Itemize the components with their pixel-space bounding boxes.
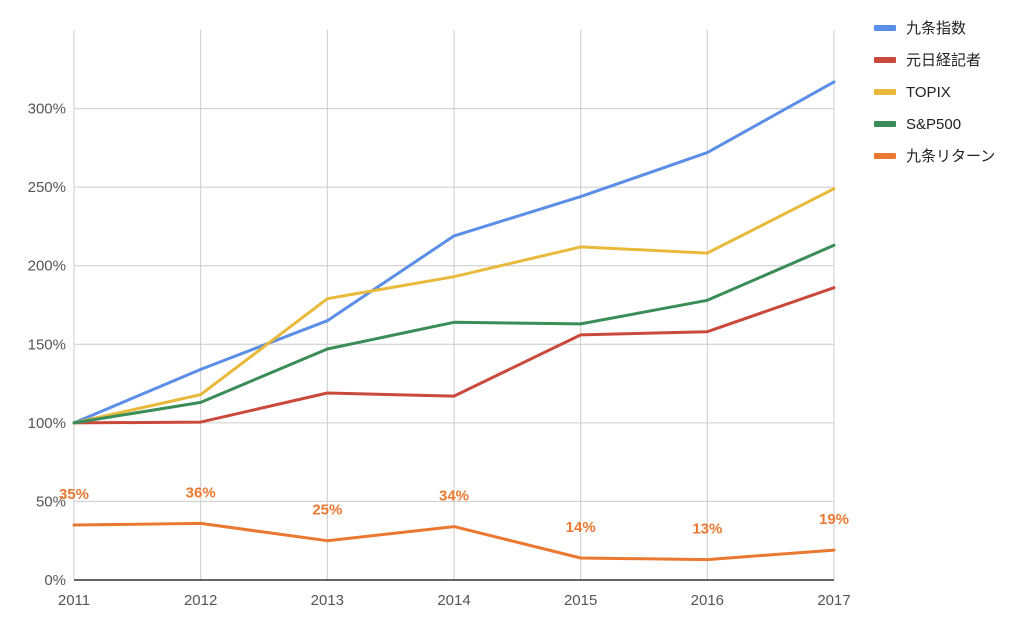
legend-label: S&P500	[906, 116, 961, 133]
x-tick-label: 2011	[58, 592, 90, 609]
data-label: 25%	[312, 502, 342, 519]
x-tick-label: 2015	[564, 592, 597, 609]
series-line-4	[72, 243, 836, 425]
legend-swatch	[874, 153, 896, 159]
y-tick-label: 200%	[28, 258, 66, 275]
y-tick-label: 50%	[36, 493, 66, 510]
y-tick-label: 100%	[28, 415, 66, 432]
y-tick-label: 300%	[28, 101, 66, 118]
legend-swatch	[874, 121, 896, 127]
data-label: 34%	[439, 488, 469, 505]
series-line-2	[72, 286, 836, 425]
legend-label: 九条指数	[906, 20, 966, 37]
x-tick-label: 2012	[184, 592, 217, 609]
data-label: 35%	[59, 486, 89, 503]
series-line-1	[72, 80, 836, 425]
series-line-5	[72, 521, 836, 562]
legend-label: 九条リターン	[906, 148, 995, 165]
y-tick-label: 0%	[44, 572, 66, 589]
data-label: 36%	[186, 484, 216, 501]
series-lines	[72, 80, 836, 562]
x-tick-label: 2016	[691, 592, 724, 609]
data-label: 14%	[566, 519, 596, 536]
axes: 0% 50% 100% 150% 200% 250% 300% 2011 2012 2013 201…	[28, 101, 851, 609]
data-labels: 35% 36% 25% 34% 14% 13% 19%	[59, 484, 849, 537]
y-tick-label: 250%	[28, 179, 66, 196]
legend-swatch	[874, 25, 896, 31]
data-label: 19%	[819, 511, 849, 528]
legend-label: 元日経記者	[906, 52, 981, 69]
data-label: 13%	[692, 521, 722, 538]
x-tick-label: 2014	[437, 592, 470, 609]
x-tick-label: 2013	[311, 592, 344, 609]
y-tick-label: 150%	[28, 336, 66, 353]
series-line-3	[72, 187, 836, 425]
x-tick-label: 2017	[817, 592, 850, 609]
grid	[73, 30, 835, 580]
legend-swatch	[874, 89, 896, 95]
legend-swatch	[874, 57, 896, 63]
legend-label: TOPIX	[906, 84, 951, 101]
